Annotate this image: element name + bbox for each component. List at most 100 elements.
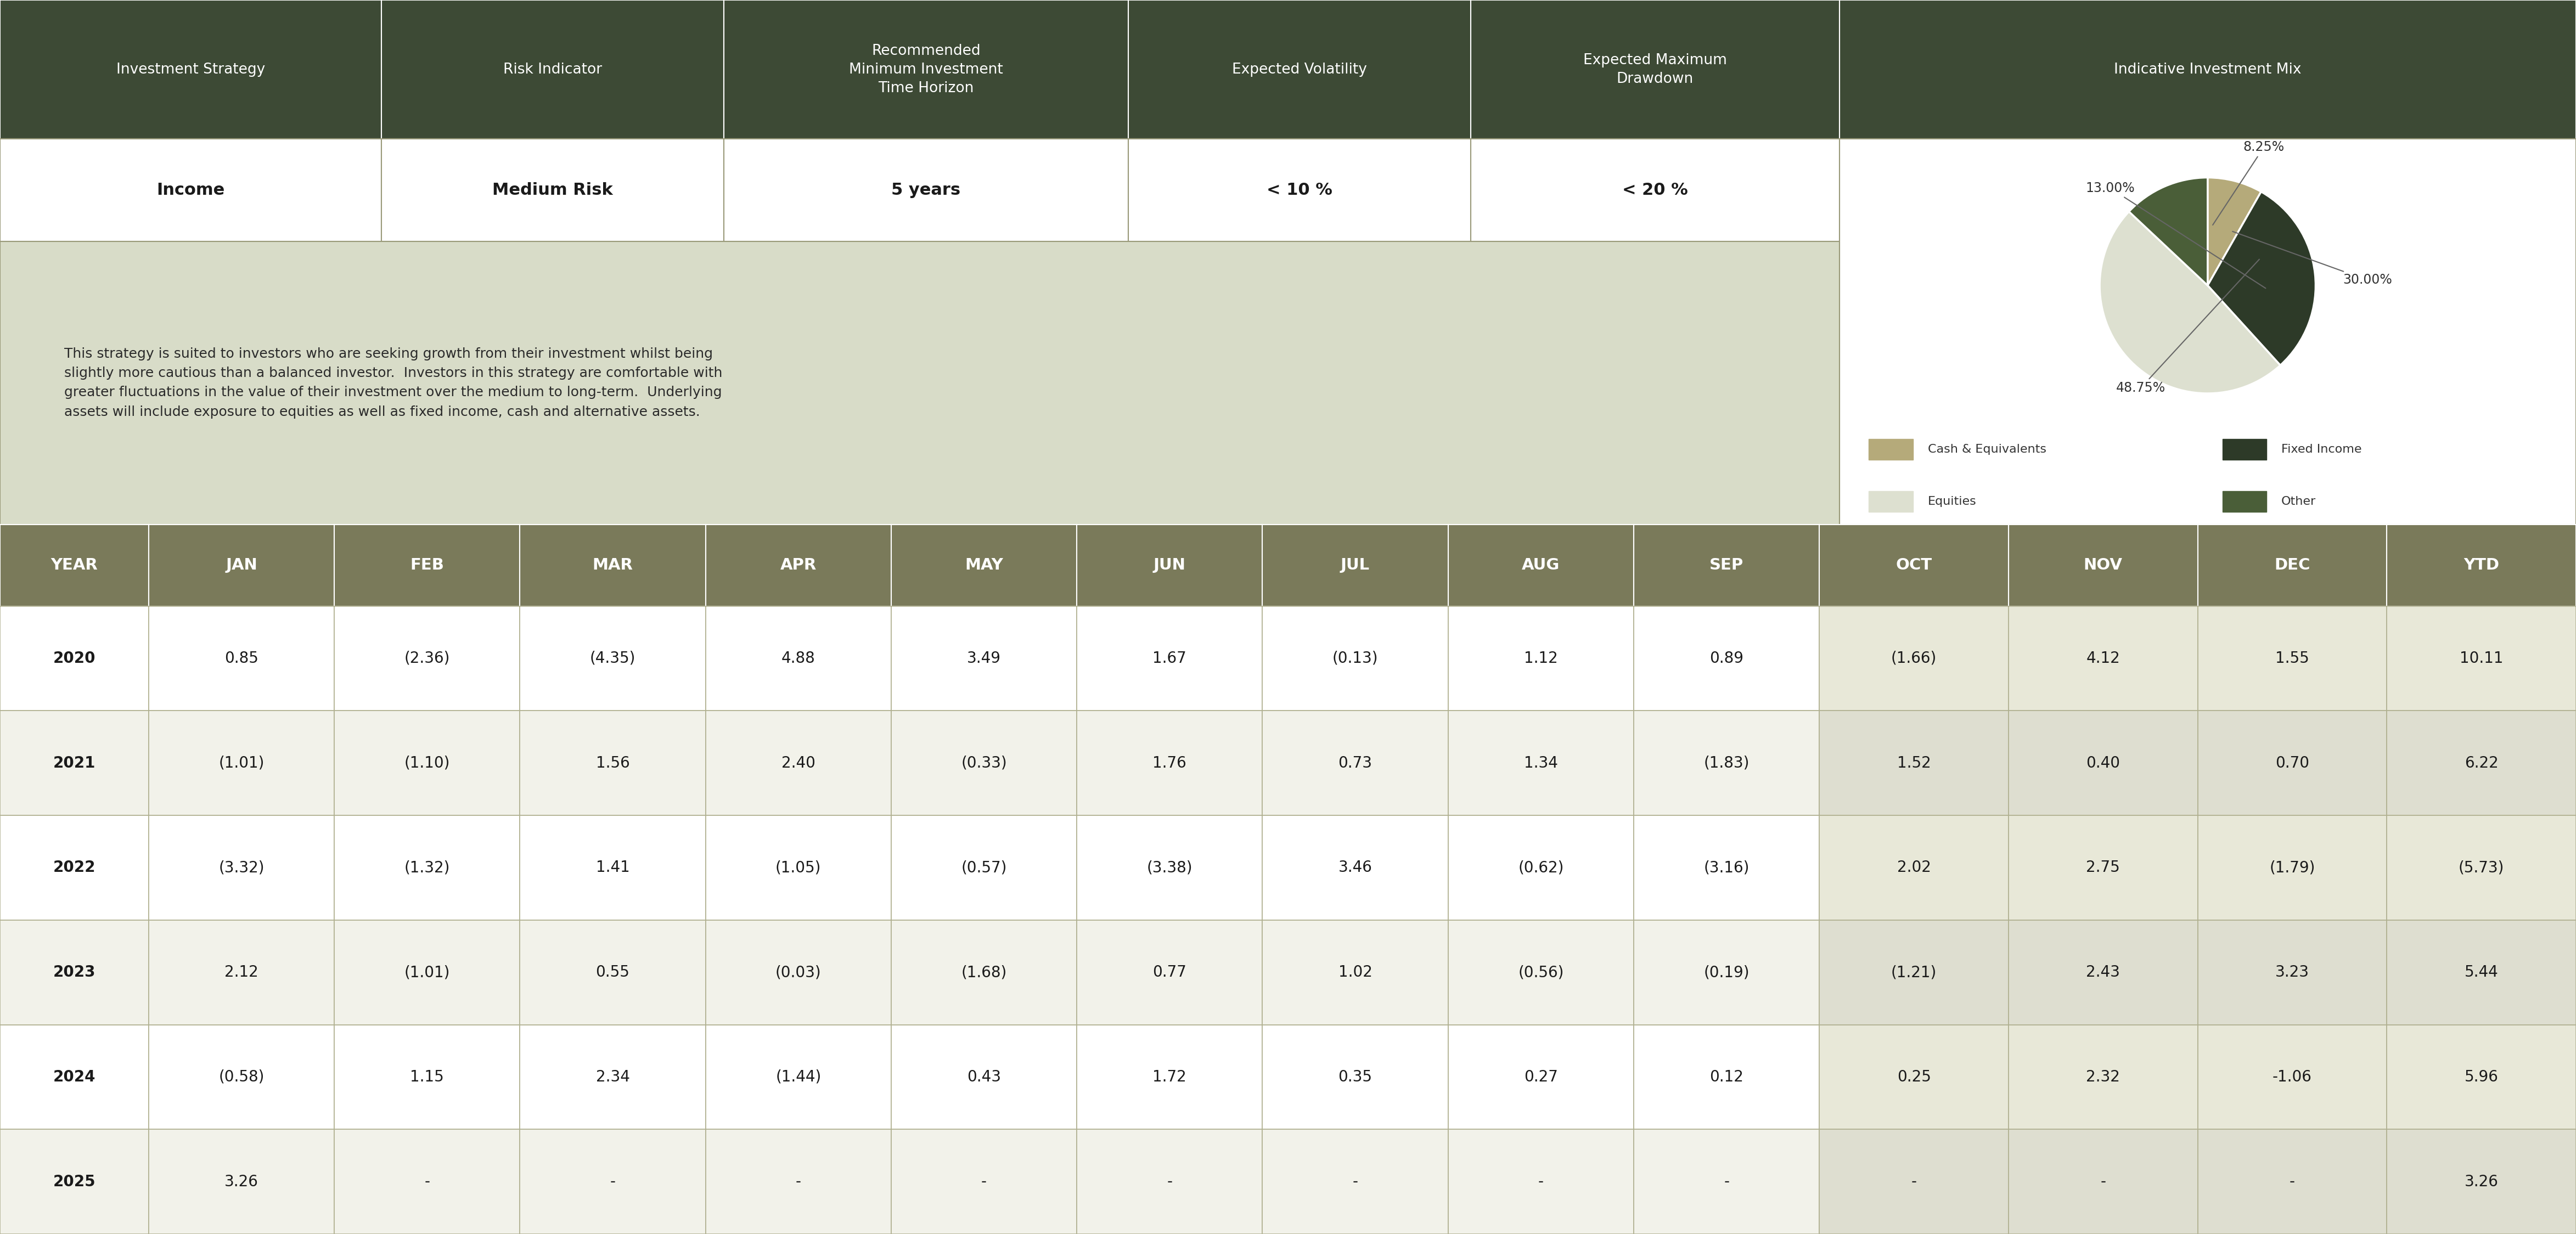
Text: -: -	[2290, 1174, 2295, 1190]
Text: 2.12: 2.12	[224, 965, 258, 980]
Text: -: -	[1538, 1174, 1543, 1190]
Text: (0.62): (0.62)	[1517, 860, 1564, 875]
Text: 0.43: 0.43	[966, 1070, 1002, 1085]
Text: -: -	[1167, 1174, 1172, 1190]
Text: (0.13): (0.13)	[1332, 650, 1378, 666]
Bar	[1868, 491, 1914, 512]
Text: Cash & Equivalents: Cash & Equivalents	[1927, 444, 2045, 455]
Text: 1.41: 1.41	[595, 860, 629, 875]
Text: (5.73): (5.73)	[2458, 860, 2504, 875]
Text: 0.77: 0.77	[1151, 965, 1188, 980]
Text: 3.23: 3.23	[2275, 965, 2308, 980]
Text: Indicative Investment Mix: Indicative Investment Mix	[2115, 63, 2300, 77]
Text: MAR: MAR	[592, 558, 634, 573]
Text: 0.40: 0.40	[2087, 755, 2120, 771]
Text: Risk Indicator: Risk Indicator	[502, 63, 603, 77]
Text: (0.56): (0.56)	[1517, 965, 1564, 980]
Text: Expected Volatility: Expected Volatility	[1231, 63, 1368, 77]
Text: 0.85: 0.85	[224, 650, 258, 666]
Text: (1.21): (1.21)	[1891, 965, 1937, 980]
Text: (1.01): (1.01)	[219, 755, 265, 771]
Text: 10.11: 10.11	[2460, 650, 2504, 666]
Text: 2022: 2022	[54, 860, 95, 875]
Text: -1.06: -1.06	[2272, 1070, 2313, 1085]
Text: 5.44: 5.44	[2465, 965, 2499, 980]
Text: 2.02: 2.02	[1896, 860, 1932, 875]
Text: JUL: JUL	[1340, 558, 1370, 573]
Wedge shape	[2208, 191, 2316, 365]
Text: JUN: JUN	[1154, 558, 1185, 573]
Text: 2.40: 2.40	[781, 755, 817, 771]
Text: 5.96: 5.96	[2465, 1070, 2499, 1085]
Text: 1.72: 1.72	[1151, 1070, 1188, 1085]
Text: 2021: 2021	[54, 755, 95, 771]
Text: 0.35: 0.35	[1340, 1070, 1373, 1085]
Text: (0.03): (0.03)	[775, 965, 822, 980]
Text: 3.49: 3.49	[966, 650, 1002, 666]
Text: 2024: 2024	[54, 1070, 95, 1085]
Text: 4.88: 4.88	[781, 650, 817, 666]
Text: Fixed Income: Fixed Income	[2282, 444, 2362, 455]
Text: (0.58): (0.58)	[219, 1070, 265, 1085]
Text: (1.68): (1.68)	[961, 965, 1007, 980]
Text: 1.56: 1.56	[595, 755, 629, 771]
Text: (0.57): (0.57)	[961, 860, 1007, 875]
Text: OCT: OCT	[1896, 558, 1932, 573]
Text: (2.36): (2.36)	[404, 650, 451, 666]
Text: 3.26: 3.26	[224, 1174, 258, 1190]
Text: 2020: 2020	[54, 650, 95, 666]
Text: 1.12: 1.12	[1525, 650, 1558, 666]
Text: 5 years: 5 years	[891, 183, 961, 199]
Text: AUG: AUG	[1522, 558, 1561, 573]
Text: 4.12: 4.12	[2087, 650, 2120, 666]
Text: Income: Income	[157, 183, 224, 199]
Text: (3.32): (3.32)	[219, 860, 265, 875]
Text: < 10 %: < 10 %	[1267, 183, 1332, 199]
Text: (1.66): (1.66)	[1891, 650, 1937, 666]
Text: (1.83): (1.83)	[1703, 755, 1749, 771]
Text: 48.75%: 48.75%	[2115, 259, 2259, 395]
Text: 0.89: 0.89	[1710, 650, 1744, 666]
Text: 3.26: 3.26	[2465, 1174, 2499, 1190]
Text: -: -	[425, 1174, 430, 1190]
Text: 2.43: 2.43	[2087, 965, 2120, 980]
Wedge shape	[2128, 178, 2208, 285]
Text: YTD: YTD	[2463, 558, 2499, 573]
Text: Investment Strategy: Investment Strategy	[116, 63, 265, 77]
Text: 8.25%: 8.25%	[2213, 141, 2285, 225]
Wedge shape	[2208, 178, 2262, 285]
Text: Expected Maximum
Drawdown: Expected Maximum Drawdown	[1584, 53, 1726, 86]
Text: 2.75: 2.75	[2087, 860, 2120, 875]
Text: (0.33): (0.33)	[961, 755, 1007, 771]
Text: 2023: 2023	[54, 965, 95, 980]
Text: 3.46: 3.46	[1340, 860, 1373, 875]
Text: NOV: NOV	[2084, 558, 2123, 573]
Text: 1.55: 1.55	[2275, 650, 2308, 666]
Text: (4.35): (4.35)	[590, 650, 636, 666]
Text: Recommended
Minimum Investment
Time Horizon: Recommended Minimum Investment Time Hori…	[850, 43, 1002, 95]
Text: 6.22: 6.22	[2465, 755, 2499, 771]
Text: < 20 %: < 20 %	[1623, 183, 1687, 199]
Text: DEC: DEC	[2275, 558, 2311, 573]
Text: (1.79): (1.79)	[2269, 860, 2316, 875]
Text: MAY: MAY	[966, 558, 1002, 573]
Text: 1.15: 1.15	[410, 1070, 443, 1085]
Text: This strategy is suited to investors who are seeking growth from their investmen: This strategy is suited to investors who…	[64, 347, 724, 418]
Bar	[1868, 439, 1914, 460]
Text: (1.10): (1.10)	[404, 755, 451, 771]
Text: 0.25: 0.25	[1896, 1070, 1932, 1085]
Text: JAN: JAN	[227, 558, 258, 573]
Text: -: -	[1723, 1174, 1728, 1190]
Text: -: -	[1352, 1174, 1358, 1190]
Text: FEB: FEB	[410, 558, 443, 573]
Text: 1.76: 1.76	[1151, 755, 1188, 771]
Text: 1.02: 1.02	[1340, 965, 1373, 980]
Text: Other: Other	[2282, 496, 2316, 507]
Text: YEAR: YEAR	[52, 558, 98, 573]
Bar	[2223, 491, 2267, 512]
Text: 2.34: 2.34	[595, 1070, 629, 1085]
Bar	[2223, 439, 2267, 460]
Text: (1.44): (1.44)	[775, 1070, 822, 1085]
Text: -: -	[796, 1174, 801, 1190]
Text: -: -	[2099, 1174, 2105, 1190]
